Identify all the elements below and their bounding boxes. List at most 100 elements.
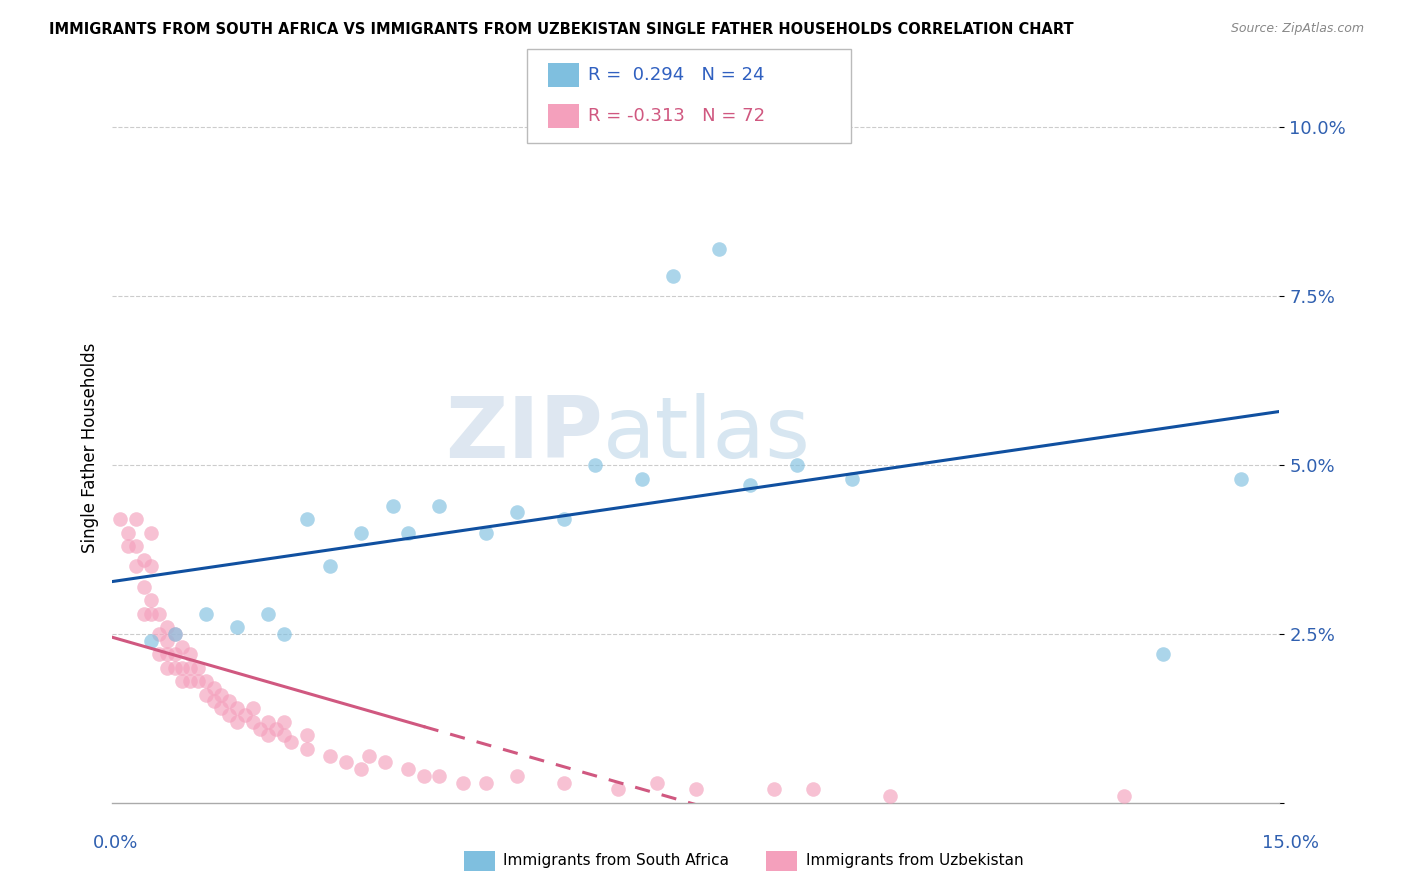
Point — [202, 694, 225, 708]
Point — [187, 661, 209, 675]
Point — [273, 714, 295, 729]
Point — [141, 559, 163, 574]
Point — [786, 458, 808, 472]
Point — [319, 748, 342, 763]
Point — [242, 714, 264, 729]
Point — [209, 688, 232, 702]
Point — [218, 694, 240, 708]
Point — [187, 674, 209, 689]
Point — [148, 647, 170, 661]
Text: 15.0%: 15.0% — [1263, 834, 1319, 852]
Point — [172, 674, 194, 689]
Text: R =  0.294   N = 24: R = 0.294 N = 24 — [588, 66, 765, 84]
Point — [132, 580, 155, 594]
Point — [427, 769, 450, 783]
Point — [1112, 789, 1135, 803]
Point — [156, 633, 179, 648]
Point — [226, 620, 249, 634]
Point — [553, 775, 575, 789]
Point — [141, 593, 163, 607]
Point — [553, 512, 575, 526]
Point — [179, 674, 201, 689]
Point — [226, 701, 249, 715]
Point — [156, 620, 179, 634]
Text: Immigrants from Uzbekistan: Immigrants from Uzbekistan — [806, 854, 1024, 868]
Point — [661, 268, 683, 283]
Point — [249, 722, 271, 736]
Point — [257, 607, 280, 621]
Point — [396, 762, 419, 776]
Point — [257, 714, 280, 729]
Point — [233, 708, 256, 723]
Point — [412, 769, 434, 783]
Point — [685, 782, 707, 797]
Point — [163, 627, 186, 641]
Point — [740, 478, 762, 492]
Point — [583, 458, 606, 472]
Point — [273, 627, 295, 641]
Point — [374, 756, 396, 770]
Point — [172, 661, 194, 675]
Point — [295, 741, 318, 756]
Point — [475, 525, 498, 540]
Point — [194, 607, 217, 621]
Point — [148, 607, 170, 621]
Point — [451, 775, 474, 789]
Text: Immigrants from South Africa: Immigrants from South Africa — [503, 854, 730, 868]
Point — [172, 640, 194, 655]
Point — [125, 559, 148, 574]
Point — [350, 525, 373, 540]
Point — [141, 525, 163, 540]
Point — [226, 714, 249, 729]
Text: R = -0.313   N = 72: R = -0.313 N = 72 — [588, 107, 765, 125]
Point — [218, 708, 240, 723]
Point — [381, 499, 404, 513]
Point — [1229, 472, 1251, 486]
Point — [273, 728, 295, 742]
Point — [879, 789, 901, 803]
Point — [630, 472, 652, 486]
Text: 0.0%: 0.0% — [93, 834, 138, 852]
Point — [179, 661, 201, 675]
Text: IMMIGRANTS FROM SOUTH AFRICA VS IMMIGRANTS FROM UZBEKISTAN SINGLE FATHER HOUSEHO: IMMIGRANTS FROM SOUTH AFRICA VS IMMIGRAN… — [49, 22, 1074, 37]
Point — [427, 499, 450, 513]
Point — [179, 647, 201, 661]
Point — [709, 242, 731, 256]
Point — [335, 756, 357, 770]
Point — [141, 633, 163, 648]
Point — [156, 647, 179, 661]
Point — [202, 681, 225, 695]
Point — [350, 762, 373, 776]
Point — [1152, 647, 1174, 661]
Point — [125, 512, 148, 526]
Point — [194, 674, 217, 689]
Point — [110, 512, 132, 526]
Point — [117, 539, 139, 553]
Point — [801, 782, 824, 797]
Point — [156, 661, 179, 675]
Point — [506, 769, 529, 783]
Point — [295, 512, 318, 526]
Point — [194, 688, 217, 702]
Point — [607, 782, 630, 797]
Point — [125, 539, 148, 553]
Point — [132, 607, 155, 621]
Point — [148, 627, 170, 641]
Point — [163, 661, 186, 675]
Point — [141, 607, 163, 621]
Text: ZIP: ZIP — [444, 392, 603, 475]
Point — [132, 552, 155, 566]
Point — [117, 525, 139, 540]
Point — [257, 728, 280, 742]
Point — [506, 505, 529, 519]
Point — [242, 701, 264, 715]
Point — [209, 701, 232, 715]
Point — [264, 722, 287, 736]
Point — [762, 782, 785, 797]
Point — [396, 525, 419, 540]
Point — [319, 559, 342, 574]
Point — [163, 647, 186, 661]
Point — [280, 735, 302, 749]
Point — [841, 472, 863, 486]
Text: Source: ZipAtlas.com: Source: ZipAtlas.com — [1230, 22, 1364, 36]
